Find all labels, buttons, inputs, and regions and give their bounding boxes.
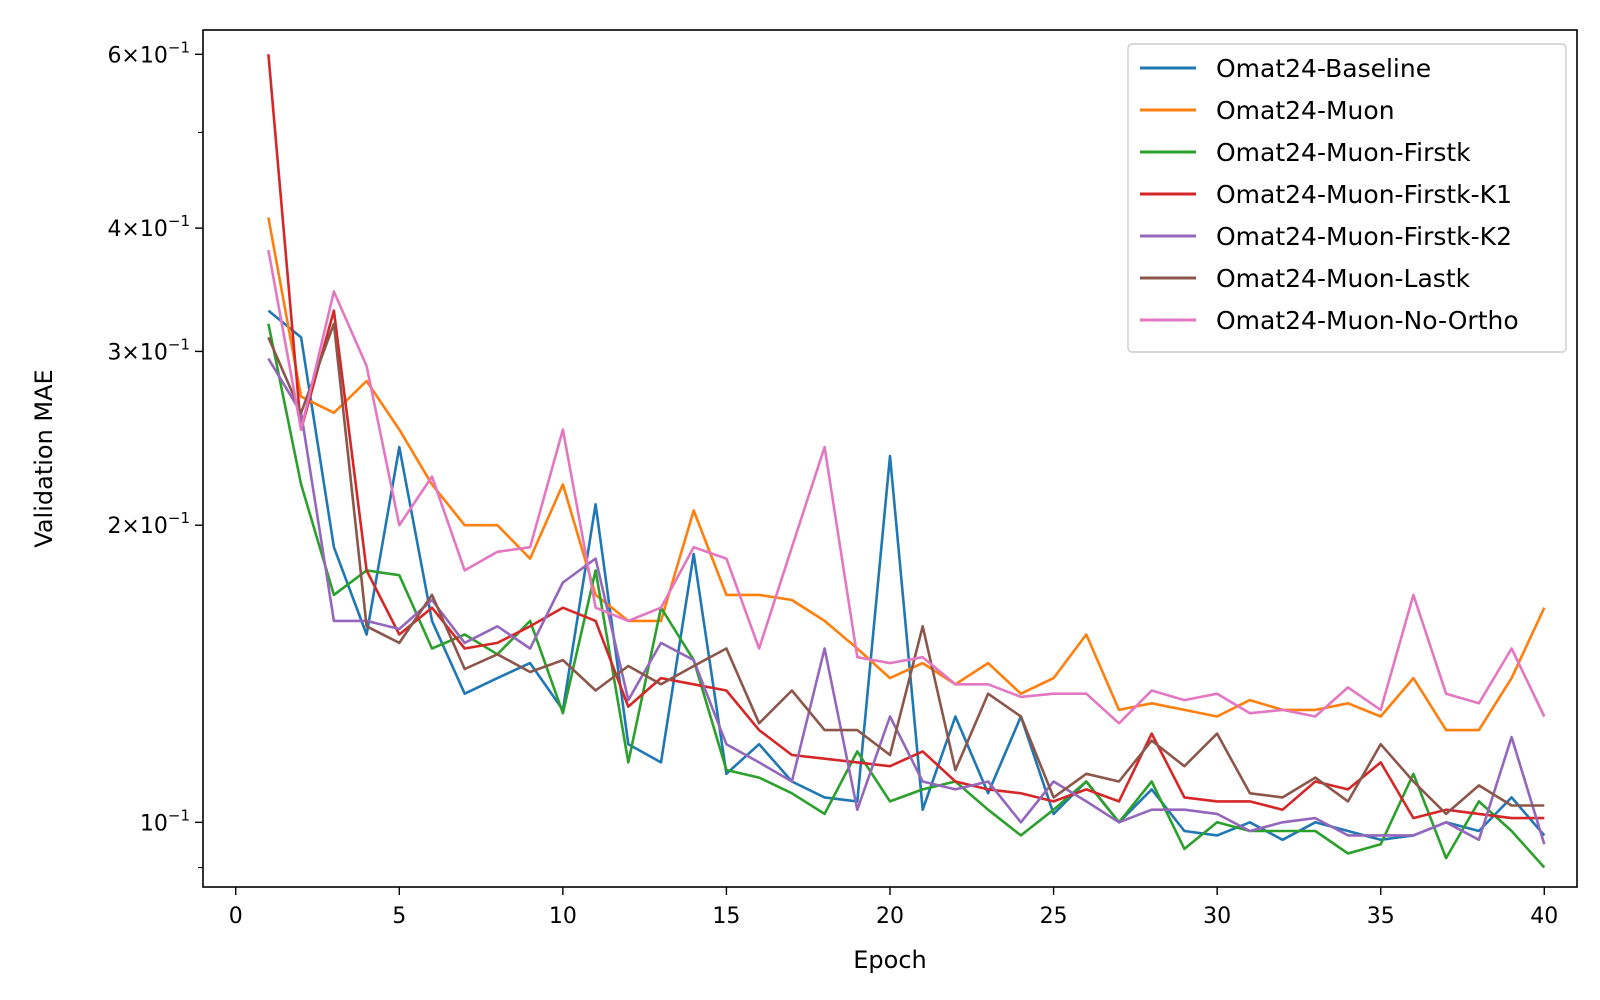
legend-label-4: Omat24-Muon-Firstk-K1 — [1216, 180, 1512, 209]
x-tick-label: 25 — [1040, 904, 1068, 929]
x-tick-label: 5 — [392, 904, 406, 929]
x-tick-label: 0 — [229, 904, 243, 929]
legend-label-3: Omat24-Muon-Firstk — [1216, 138, 1471, 167]
legend-label-7: Omat24-Muon-No-Ortho — [1216, 306, 1519, 335]
y-tick-label: 3×10−1 — [107, 335, 190, 365]
y-tick-label: 2×10−1 — [107, 509, 190, 539]
series-line-6 — [267, 322, 1545, 816]
y-axis-label: Validation MAE — [30, 369, 58, 547]
y-tick-label: 10−1 — [140, 806, 190, 836]
x-tick-label: 30 — [1203, 904, 1231, 929]
x-tick-label: 40 — [1530, 904, 1558, 929]
y-axis: 6×10−1 4×10−1 3×10−1 2×10−1 10−1 — [107, 38, 203, 869]
series-line-5 — [267, 357, 1546, 845]
legend-label-6: Omat24-Muon-Lastk — [1216, 264, 1471, 293]
x-axis-label: Epoch — [853, 946, 927, 974]
y-tick-label: 4×10−1 — [107, 212, 190, 242]
legend-label-2: Omat24-Muon — [1216, 96, 1395, 125]
legend-box — [1127, 43, 1567, 353]
x-tick-label: 10 — [549, 904, 577, 929]
legend-label-1: Omat24-Baseline — [1216, 54, 1431, 83]
series-line-2 — [267, 217, 1546, 732]
x-tick-label: 15 — [712, 904, 740, 929]
series-line-1 — [267, 309, 1546, 842]
series-line-7 — [267, 249, 1546, 725]
x-tick-label: 35 — [1367, 904, 1395, 929]
series-line-4 — [267, 54, 1545, 820]
series-lines — [267, 54, 1546, 869]
legend-label-5: Omat24-Muon-Firstk-K2 — [1216, 222, 1512, 251]
x-axis: 0 5 10 15 20 25 30 35 40 — [229, 887, 1558, 929]
legend: Omat24-Baseline Omat24-Muon Omat24-Muon-Fi… — [1127, 43, 1567, 353]
y-tick-label: 6×10−1 — [107, 38, 190, 68]
x-tick-label: 20 — [876, 904, 904, 929]
